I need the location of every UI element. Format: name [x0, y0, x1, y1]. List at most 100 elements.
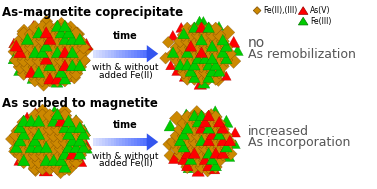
Polygon shape [110, 50, 113, 58]
Polygon shape [48, 155, 60, 166]
Polygon shape [24, 27, 38, 41]
Polygon shape [51, 47, 64, 61]
Polygon shape [143, 138, 146, 146]
Polygon shape [192, 41, 204, 54]
Polygon shape [213, 66, 226, 79]
Polygon shape [166, 60, 176, 70]
Polygon shape [51, 73, 64, 87]
Polygon shape [81, 139, 92, 149]
Polygon shape [51, 20, 64, 34]
Polygon shape [39, 129, 53, 142]
Polygon shape [69, 53, 83, 67]
Polygon shape [51, 122, 64, 136]
Polygon shape [205, 154, 219, 167]
Polygon shape [18, 115, 30, 126]
Polygon shape [55, 155, 67, 166]
Polygon shape [181, 110, 194, 123]
Polygon shape [181, 47, 194, 60]
Polygon shape [18, 155, 30, 166]
Polygon shape [209, 160, 222, 174]
Polygon shape [66, 33, 78, 45]
Polygon shape [195, 136, 208, 149]
Polygon shape [32, 27, 46, 41]
Polygon shape [209, 72, 222, 85]
Polygon shape [185, 154, 197, 165]
Polygon shape [28, 73, 42, 87]
Polygon shape [196, 47, 207, 57]
Polygon shape [213, 53, 226, 67]
Polygon shape [196, 110, 207, 121]
Polygon shape [147, 45, 158, 62]
Polygon shape [35, 135, 49, 149]
Polygon shape [24, 67, 38, 80]
Polygon shape [181, 148, 194, 161]
Polygon shape [32, 141, 45, 153]
Text: As(V): As(V) [310, 6, 330, 15]
Polygon shape [146, 138, 149, 146]
Polygon shape [65, 72, 75, 81]
Polygon shape [102, 138, 105, 146]
Polygon shape [176, 22, 187, 32]
Polygon shape [203, 72, 215, 83]
Polygon shape [54, 142, 68, 156]
Polygon shape [209, 106, 221, 117]
Polygon shape [51, 109, 64, 122]
Polygon shape [32, 115, 45, 126]
Polygon shape [32, 40, 46, 54]
Polygon shape [35, 73, 49, 87]
Polygon shape [35, 60, 49, 74]
Polygon shape [39, 40, 53, 54]
Polygon shape [13, 47, 27, 61]
Polygon shape [110, 138, 113, 146]
Polygon shape [8, 46, 20, 58]
Polygon shape [184, 66, 197, 79]
Polygon shape [21, 33, 34, 45]
Polygon shape [32, 66, 45, 77]
Polygon shape [62, 67, 75, 80]
Polygon shape [192, 165, 204, 176]
Polygon shape [220, 142, 233, 155]
Polygon shape [210, 160, 222, 171]
Polygon shape [55, 167, 67, 179]
Polygon shape [73, 154, 87, 167]
Polygon shape [35, 47, 49, 61]
Polygon shape [59, 60, 71, 71]
Text: increased: increased [248, 125, 308, 138]
Polygon shape [202, 166, 213, 177]
Polygon shape [9, 53, 23, 67]
Polygon shape [177, 142, 190, 155]
Polygon shape [134, 50, 137, 58]
Polygon shape [35, 20, 49, 34]
Polygon shape [17, 142, 31, 156]
Polygon shape [9, 40, 23, 54]
Polygon shape [199, 116, 211, 127]
Polygon shape [55, 115, 67, 126]
Polygon shape [69, 27, 83, 41]
Polygon shape [192, 129, 204, 142]
Polygon shape [210, 148, 222, 158]
Polygon shape [13, 148, 27, 162]
Polygon shape [221, 53, 232, 64]
Polygon shape [77, 142, 90, 156]
Polygon shape [58, 34, 72, 47]
Polygon shape [202, 22, 215, 35]
Polygon shape [181, 160, 194, 174]
Polygon shape [62, 27, 75, 41]
Polygon shape [108, 138, 110, 146]
Polygon shape [209, 110, 222, 123]
Polygon shape [217, 123, 228, 133]
Polygon shape [99, 138, 102, 146]
Polygon shape [51, 20, 63, 31]
Polygon shape [51, 34, 64, 47]
Polygon shape [108, 50, 110, 58]
Polygon shape [66, 47, 79, 61]
Polygon shape [59, 148, 71, 159]
Polygon shape [77, 40, 90, 54]
Polygon shape [226, 54, 241, 68]
Polygon shape [183, 164, 193, 173]
Polygon shape [181, 72, 194, 85]
Polygon shape [21, 122, 34, 136]
Polygon shape [213, 74, 224, 86]
Polygon shape [177, 117, 190, 130]
Polygon shape [184, 142, 197, 155]
